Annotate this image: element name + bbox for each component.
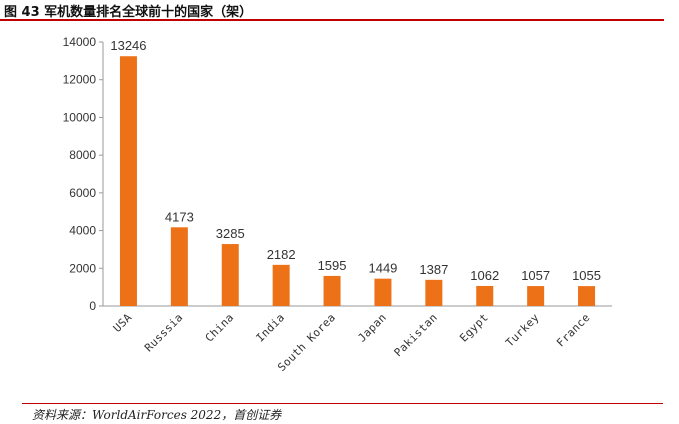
data-label: 13246 bbox=[110, 38, 146, 53]
data-label: 1057 bbox=[521, 268, 550, 283]
y-tick-label: 6000 bbox=[69, 186, 96, 200]
category-label: Egypt bbox=[457, 311, 491, 345]
axes: 0 2000 4000 6000 8000 10000 12000 14000 bbox=[63, 35, 612, 313]
bar bbox=[272, 264, 290, 306]
category-label: USA bbox=[111, 311, 135, 335]
y-tick-label: 14000 bbox=[63, 35, 97, 49]
source-note: 资料来源：WorldAirForces 2022，首创证券 bbox=[32, 408, 282, 422]
data-label: 1595 bbox=[318, 258, 347, 273]
category-label: China bbox=[203, 311, 237, 345]
bar bbox=[374, 278, 392, 306]
bar bbox=[170, 227, 188, 306]
title-rule bbox=[0, 19, 664, 21]
data-label: 1449 bbox=[368, 261, 397, 276]
bar bbox=[527, 286, 545, 306]
data-labels: 13246 4173 3285 2182 1595 1449 1387 1062 1057 105… bbox=[110, 38, 601, 283]
y-tick-label: 12000 bbox=[63, 73, 97, 87]
data-label: 1062 bbox=[470, 268, 499, 283]
bar bbox=[476, 285, 494, 306]
source-rule bbox=[22, 403, 663, 404]
y-tick-label: 2000 bbox=[69, 261, 96, 275]
category-label: Japan bbox=[355, 311, 389, 345]
category-label: France bbox=[554, 311, 593, 350]
y-tick-label: 0 bbox=[89, 299, 96, 313]
data-label: 1055 bbox=[572, 268, 601, 283]
data-label: 2182 bbox=[267, 247, 296, 262]
data-label: 1387 bbox=[419, 262, 448, 277]
bar bbox=[323, 275, 341, 306]
category-label: Pakistan bbox=[392, 311, 440, 359]
category-label: Russsia bbox=[142, 311, 185, 354]
figure-title: 图 43 军机数量排名全球前十的国家（架） bbox=[4, 5, 253, 20]
bar bbox=[119, 56, 137, 306]
bar bbox=[425, 279, 443, 306]
category-label: Turkey bbox=[503, 311, 542, 350]
data-label: 4173 bbox=[165, 209, 194, 224]
category-label: India bbox=[254, 311, 288, 345]
data-label: 3285 bbox=[216, 226, 245, 241]
bar bbox=[221, 244, 239, 306]
y-tick-label: 4000 bbox=[69, 224, 96, 238]
bars bbox=[119, 56, 596, 306]
bar-chart: 0 2000 4000 6000 8000 10000 12000 14000 13246 41… bbox=[63, 35, 612, 374]
bar bbox=[578, 286, 596, 306]
y-tick-label: 10000 bbox=[63, 110, 97, 124]
y-tick-label: 8000 bbox=[69, 148, 96, 162]
